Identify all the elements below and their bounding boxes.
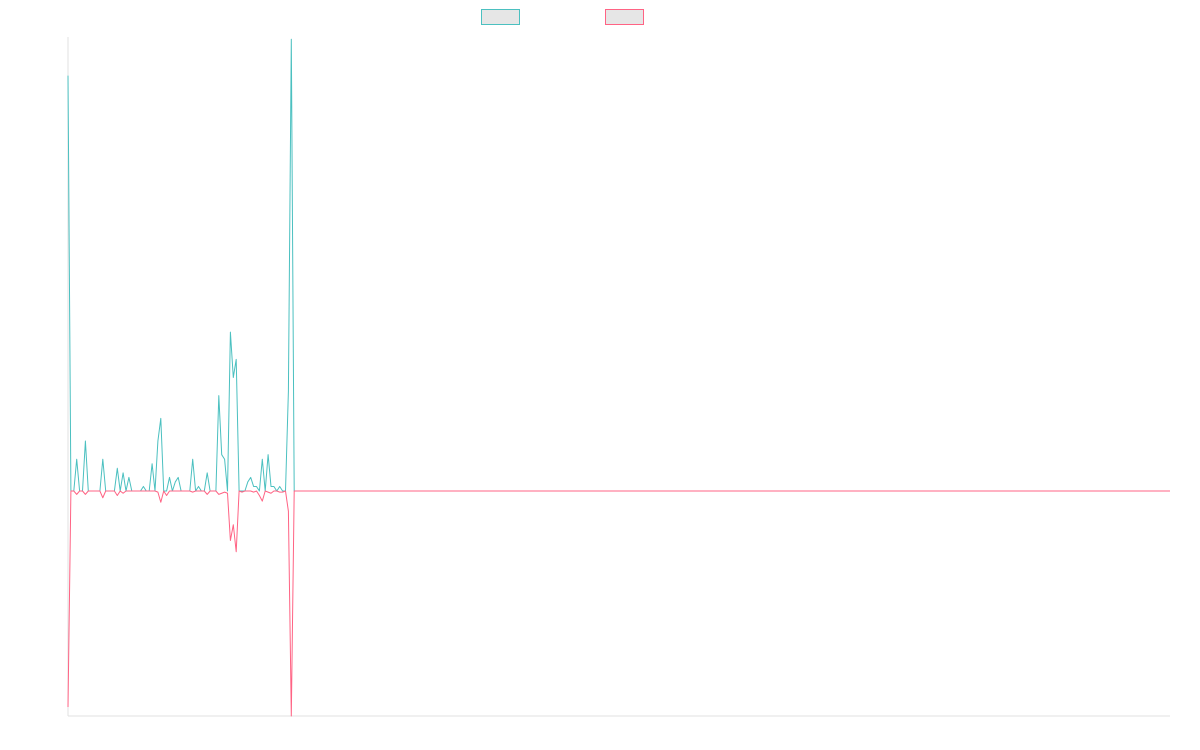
series-layer xyxy=(67,38,1170,717)
series-line-1 xyxy=(67,38,1170,492)
legend-swatch-series-1[interactable] xyxy=(481,9,520,25)
series-line-2 xyxy=(67,490,1170,717)
legend-swatch-series-2[interactable] xyxy=(605,9,644,25)
